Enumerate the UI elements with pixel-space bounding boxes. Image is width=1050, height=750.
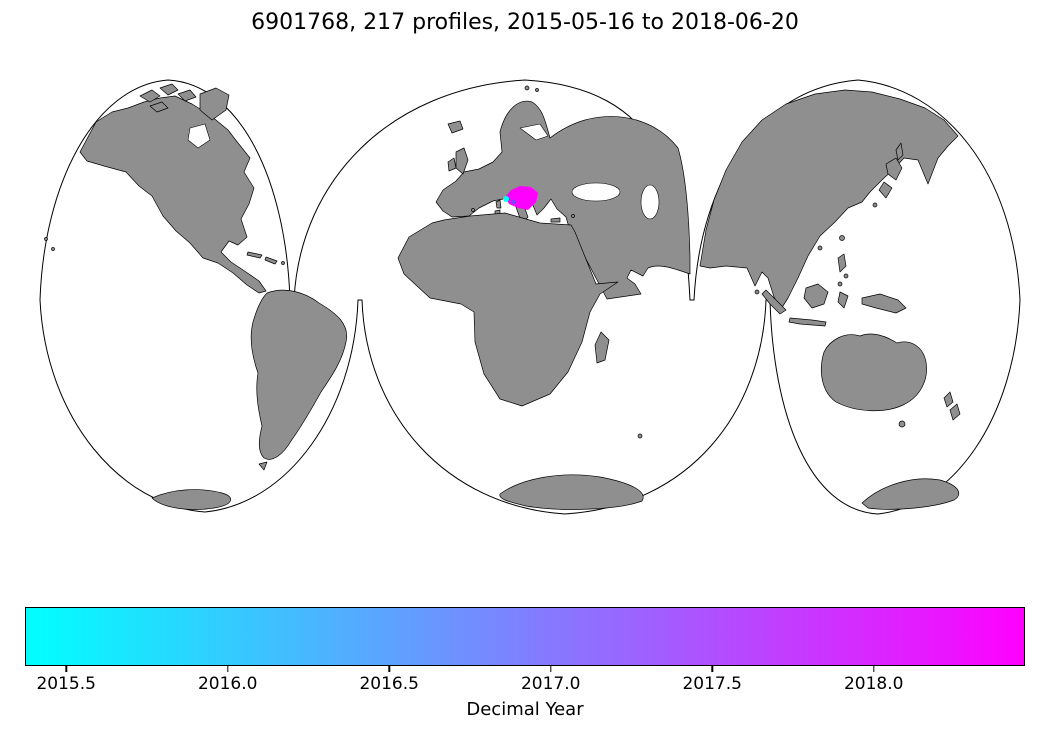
cyprus [571, 214, 575, 218]
antarctica-center-segment [499, 474, 644, 510]
black-sea [571, 182, 621, 202]
north-america-mainland [79, 95, 267, 294]
pacific-island [51, 247, 55, 251]
trajectory-mid-dot [510, 199, 516, 205]
great-britain [455, 147, 469, 175]
philippines-islet [843, 273, 849, 279]
philippines-islet [837, 281, 843, 287]
antilles-island [281, 261, 285, 265]
java [788, 317, 827, 327]
colorbar-tick-label: 2016.5 [359, 674, 419, 694]
taiwan [839, 235, 845, 241]
east-asian-islands [754, 157, 903, 295]
figure-title: 6901768, 217 profiles, 2015-05-16 to 201… [251, 10, 799, 35]
hispaniola [264, 256, 278, 265]
hainan [817, 245, 823, 251]
south-america-mainland [250, 289, 348, 460]
antarctica-right-segment [861, 478, 960, 510]
sri-lanka [754, 289, 760, 295]
corsica [495, 199, 502, 209]
colorbar-tick [549, 666, 552, 672]
european-islands [447, 85, 539, 175]
ireland [447, 157, 457, 172]
cuba [246, 251, 263, 259]
continent-south-america [250, 289, 348, 471]
australia-mainland [821, 333, 927, 412]
new-guinea [861, 293, 907, 314]
antarctica-left-segment [151, 489, 231, 510]
float-trajectory [503, 186, 538, 210]
tierra-del-fuego [258, 461, 268, 471]
continent-australia [821, 333, 961, 428]
colorbar-ticks: 2015.5 2016.0 2016.5 2017.0 2017.5 2018.0 [25, 607, 1025, 694]
colorbar-tick [872, 666, 875, 672]
arctic-island [177, 89, 197, 102]
pacific-island [44, 237, 48, 241]
colorbar-tick-label: 2018.0 [843, 674, 904, 694]
colorbar-tick [711, 666, 713, 672]
colorbar-tick [226, 666, 229, 672]
baltic-sea [519, 123, 549, 141]
new-zealand-north [943, 391, 954, 408]
arctic-island [139, 89, 161, 103]
greenland [199, 87, 230, 121]
colorbar-axis-label: Decimal Year [466, 699, 584, 720]
colorbar-tick-label: 2017.0 [520, 674, 581, 694]
africa-mainland [397, 212, 619, 407]
arctic-island [149, 101, 169, 113]
colorbar-tick [388, 666, 390, 672]
continent-eurasia-west [435, 100, 691, 300]
hudson-bay [187, 123, 211, 149]
balearic-island [471, 208, 475, 212]
pacific-islands [44, 237, 55, 251]
philippines-luzon [837, 253, 847, 273]
caribbean-islands [246, 251, 285, 265]
europe-middle-east-landmass [435, 100, 691, 300]
colorbar-tick [65, 666, 67, 672]
continent-antarctica [151, 474, 960, 510]
arctic-islands [139, 83, 230, 121]
caspian-sea [640, 184, 660, 220]
sakhalin [895, 142, 904, 161]
japan-islet [872, 202, 878, 208]
colorbar [25, 607, 1025, 666]
japan-kyushu [878, 181, 893, 199]
continent-africa [397, 212, 643, 439]
svalbard [524, 85, 530, 91]
colorbar-tick-label: 2016.0 [197, 674, 258, 694]
tasmania [898, 420, 906, 428]
madagascar [594, 331, 610, 364]
colorbar-tick-label: 2017.5 [682, 674, 742, 694]
japan-honshu [885, 157, 903, 181]
new-zealand-south [949, 403, 961, 421]
iceland [447, 120, 464, 134]
colorbar-tick-label: 2015.5 [36, 674, 96, 694]
southern-ocean-islet [637, 433, 643, 439]
sulawesi [837, 291, 849, 309]
arctic-islet [535, 88, 539, 92]
borneo [803, 283, 829, 309]
sumatra [761, 289, 787, 315]
indonesia-archipelago [761, 283, 907, 327]
trajectory-start-dot [503, 196, 509, 202]
continent-north-america [79, 95, 267, 294]
crete [550, 217, 561, 223]
arctic-island [159, 83, 179, 96]
